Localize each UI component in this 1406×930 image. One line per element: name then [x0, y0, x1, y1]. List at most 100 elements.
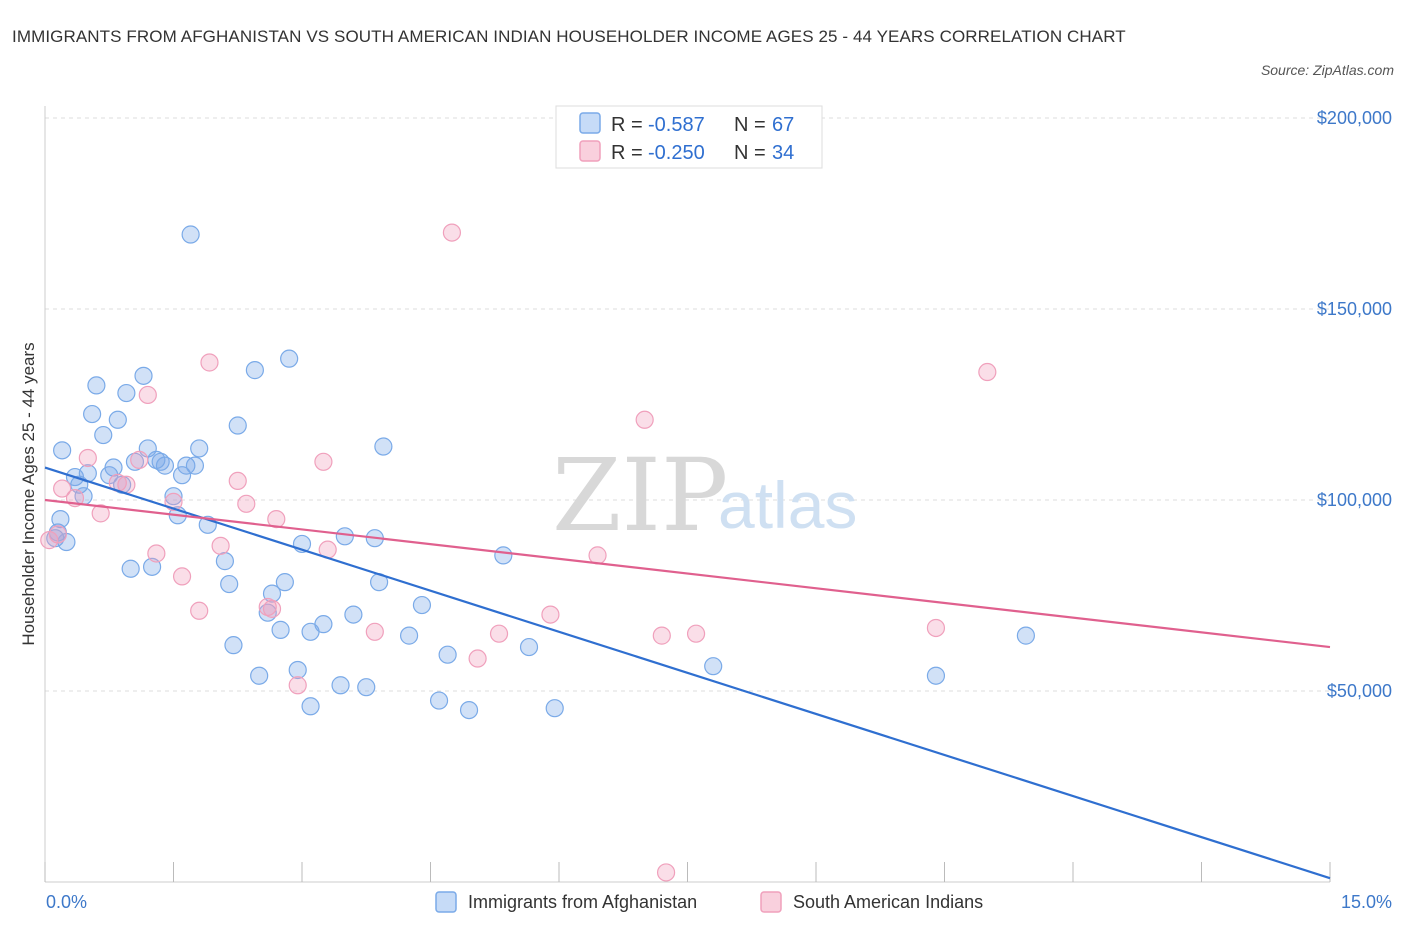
legend-swatch-afghanistan — [435, 891, 457, 913]
afghanistan-point — [164, 487, 183, 506]
stats-legend: R = -0.587 N = 67 R = -0.250 N = 34 — [555, 105, 823, 169]
afghanistan-point — [228, 416, 247, 435]
afghanistan-point — [108, 410, 127, 429]
afghanistan-point — [245, 361, 264, 380]
south-american-indians-point — [978, 362, 997, 382]
legend-swatch-south-american-indians — [760, 891, 782, 913]
afghanistan-point — [335, 527, 354, 546]
stats-swatch-afghanistan — [579, 112, 601, 134]
afghanistan-point — [429, 691, 449, 710]
south-american-indians-point — [237, 494, 256, 513]
watermark-zip: ZIP — [552, 437, 728, 554]
south-american-indians-point — [686, 624, 706, 643]
south-american-indians-point — [588, 546, 607, 565]
y-tick-label: $200,000 — [1317, 108, 1392, 128]
south-american-indians-point — [267, 509, 286, 529]
south-american-indians-point — [656, 863, 676, 882]
south-american-indians-point — [91, 504, 110, 523]
afghanistan-point — [155, 456, 175, 475]
grid — [45, 117, 1330, 692]
south-american-indians-trend-line — [44, 498, 1331, 649]
afghanistan-point — [83, 404, 102, 424]
south-american-indians-point — [442, 223, 462, 242]
y-tick-labels: $50,000 $100,000 $150,000 $200,000 — [1317, 108, 1392, 701]
afghanistan-point — [185, 456, 205, 475]
afghanistan-point — [87, 376, 106, 395]
afghanistan-point — [704, 657, 723, 676]
afghanistan-point — [224, 636, 243, 655]
stats-r-label-south-american-indians: R = — [611, 142, 643, 164]
afghanistan-point — [374, 437, 393, 456]
afghanistan-point — [314, 615, 333, 634]
afghanistan-point — [288, 660, 307, 680]
afghanistan-trend-line — [44, 466, 1331, 880]
south-american-indians-point — [365, 622, 384, 641]
watermark: ZIP atlas — [552, 437, 857, 554]
south-american-indians-point — [138, 385, 157, 405]
afghanistan-point — [53, 441, 72, 460]
south-american-indians-point — [489, 624, 509, 643]
south-american-indians-point — [541, 605, 560, 624]
afghanistan-point — [459, 700, 479, 720]
stats-n-label-south-american-indians: N = — [734, 142, 766, 164]
afghanistan-point — [121, 559, 140, 578]
south-american-indians-point — [262, 599, 282, 618]
series-legend: Immigrants from Afghanistan South Americ… — [435, 891, 983, 913]
south-american-indians-point — [48, 525, 67, 544]
stats-r-label-afghanistan: R = — [611, 114, 643, 136]
afghanistan-point — [438, 645, 457, 664]
afghanistan-point — [220, 574, 239, 594]
legend-label-south-american-indians: South American Indians — [793, 892, 983, 912]
afghanistan-point — [104, 458, 123, 477]
trend-lines — [44, 466, 1331, 880]
afghanistan-point — [331, 676, 350, 695]
south-american-indians-point — [288, 676, 307, 695]
stats-swatch-south-american-indians — [579, 140, 601, 162]
stats-r-value-south-american-indians: -0.250 — [648, 142, 705, 164]
afghanistan-point — [301, 697, 320, 716]
south-american-indians-point — [228, 471, 247, 490]
south-american-indians-point — [147, 544, 166, 563]
afghanistan-point — [134, 366, 153, 385]
afghanistan-point — [519, 637, 539, 657]
points — [40, 223, 1035, 882]
legend-label-afghanistan: Immigrants from Afghanistan — [468, 892, 697, 912]
afghanistan-point — [215, 552, 234, 571]
south-american-indians-point — [130, 450, 149, 469]
stats-n-value-south-american-indians: 34 — [772, 142, 794, 164]
south-american-indians-point — [635, 410, 654, 429]
south-american-indians-point — [652, 626, 671, 645]
afghanistan-point — [142, 557, 162, 576]
south-american-indians-point — [468, 649, 487, 668]
stats-n-value-afghanistan: 67 — [772, 114, 794, 136]
south-american-indians-point — [200, 353, 219, 372]
source-label: Source: ZipAtlas.com — [1260, 62, 1394, 78]
afghanistan-point — [262, 584, 282, 603]
stats-n-label-afghanistan: N = — [734, 114, 766, 136]
afghanistan-point — [172, 466, 192, 485]
afghanistan-point — [412, 595, 432, 615]
stats-r-value-afghanistan: -0.587 — [648, 114, 705, 136]
afghanistan-point — [94, 425, 113, 445]
watermark-atlas: atlas — [718, 468, 857, 542]
south-american-indians-point — [172, 567, 192, 586]
south-american-indians-point — [926, 618, 946, 638]
afghanistan-point — [344, 605, 363, 624]
afghanistan-point — [181, 225, 200, 244]
south-american-indians-point — [314, 452, 333, 471]
afghanistan-point — [190, 439, 209, 458]
afghanistan-point — [399, 626, 419, 645]
south-american-indians-point — [53, 479, 72, 498]
afghanistan-point — [494, 546, 513, 565]
afghanistan-point — [275, 573, 294, 592]
south-american-indians-point — [211, 536, 230, 555]
south-american-indians-point — [190, 601, 209, 620]
afghanistan-point — [280, 349, 299, 368]
y-tick-label: $50,000 — [1327, 681, 1392, 701]
afghanistan-point — [357, 678, 376, 697]
chart-title: IMMIGRANTS FROM AFGHANISTAN VS SOUTH AME… — [12, 27, 1126, 46]
afghanistan-point — [117, 383, 136, 403]
x-tick-label-max: 15.0% — [1341, 892, 1392, 912]
y-tick-label: $100,000 — [1317, 490, 1392, 510]
